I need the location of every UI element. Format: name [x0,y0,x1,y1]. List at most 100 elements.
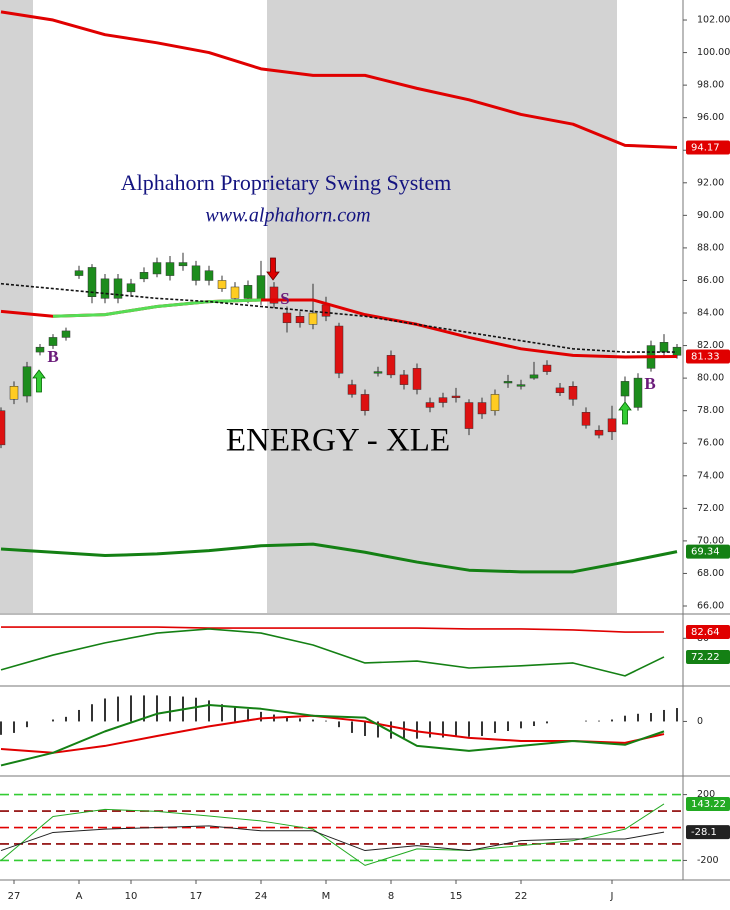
shaded-period [267,0,617,613]
candle-body [48,337,58,346]
y-tick-label: 98.00 [697,80,724,91]
oscillator-panel [0,793,683,866]
series-line [0,628,665,677]
candle-body [269,286,279,304]
candle-body [61,330,71,338]
value-tag-label: 81.33 [691,351,720,362]
y-tick-label: 78.00 [697,405,724,416]
candle-body [113,278,123,299]
x-tick-label: 22 [515,891,528,902]
candle-body [594,429,604,436]
y-tick-label: 70.00 [697,535,724,546]
value-tag [686,544,730,559]
shaded-period [0,0,33,613]
candle-body [178,262,188,267]
value-tag-label: 82.64 [691,627,720,638]
candle-body [412,368,422,390]
candle-body [620,381,630,397]
candle-body [425,402,435,408]
series-line [1,626,665,633]
candle-body [477,402,487,415]
y-tick-label: 74.00 [697,470,724,481]
candle-body [607,418,617,433]
y-tick-label: 90.00 [697,210,724,221]
value-tag [686,349,730,364]
up-arrow [618,401,632,425]
x-tick-label: 17 [190,891,203,902]
y-tick-label: 66.00 [697,601,724,612]
value-tag-label: 72.22 [691,652,720,663]
histogram-panel [0,695,678,767]
candle-body [555,387,565,394]
candle-body [126,283,136,293]
x-tick-label: 15 [450,891,463,902]
value-tag-label: 94.17 [691,142,720,153]
x-tick-label: J [610,891,614,902]
candle-body [100,278,110,299]
candle-body [503,381,513,384]
symbol-label: ENERGY - XLE [226,423,450,459]
value-tag [686,796,730,811]
candle-body [204,270,214,281]
y-tick-label: -200 [697,855,719,866]
y-tick-label: 80.00 [697,373,724,384]
candle-body [672,346,682,356]
candle-body [22,366,32,397]
candle-body [451,395,461,398]
y-tick-label: 82.00 [697,340,724,351]
candle-body [165,262,175,276]
candle-body [256,275,266,301]
y-tick-label: 76.00 [697,438,724,449]
x-tick-label: 10 [125,891,138,902]
candle-body [308,312,318,325]
candle-body [230,286,240,299]
chart-title: Alphahorn Proprietary Swing System [121,170,452,195]
value-tag-label: 143.22 [691,799,726,810]
candle-body [386,355,396,376]
candle-body [321,304,331,317]
candle-body [568,386,578,400]
y-tick-label: 102.00 [697,15,730,26]
candle-body [542,364,552,372]
candle-body [399,374,409,385]
candle-body [139,272,149,280]
candle-body [516,384,526,387]
indicator-panel [0,626,665,677]
candle-body [74,270,84,276]
candle-body [0,410,6,446]
buy-signal: B [47,347,58,366]
y-tick-label: 0 [697,716,703,727]
value-tag-label: 69.34 [691,547,720,558]
candle-body [35,346,45,353]
y-tick-label: 86.00 [697,275,724,286]
series-line [0,282,677,353]
axes [0,0,730,881]
candle-body [347,384,357,395]
price-panel [0,10,682,574]
annotations: Alphahorn Proprietary Swing System www.a… [32,170,656,459]
candle-body [490,394,500,411]
candle-body [152,262,162,275]
candle-body [9,386,19,400]
chart-subtitle: www.alphahorn.com [205,205,370,227]
y-tick-label: 88.00 [697,242,724,253]
y-tick-label: 200 [697,789,715,800]
up-arrow [32,369,46,393]
candle-body [191,265,201,281]
candle-body [373,371,383,374]
y-tick-label: 96.00 [697,112,724,123]
value-tag [686,649,730,664]
x-tick-label: 24 [255,891,268,902]
value-tag [686,825,730,840]
series-line [0,825,665,852]
candle-body [295,316,305,324]
y-tick-label: 84.00 [697,308,724,319]
y-tick-label: 68.00 [697,568,724,579]
candle-body [360,394,370,411]
series-line [0,10,678,149]
candle-body [659,342,669,353]
candle-body [438,397,448,403]
series-line [0,703,665,767]
axis-labels: 66.00 68.00 70.00 72.00 74.00 76.00 78.00 80.00… [8,15,730,902]
